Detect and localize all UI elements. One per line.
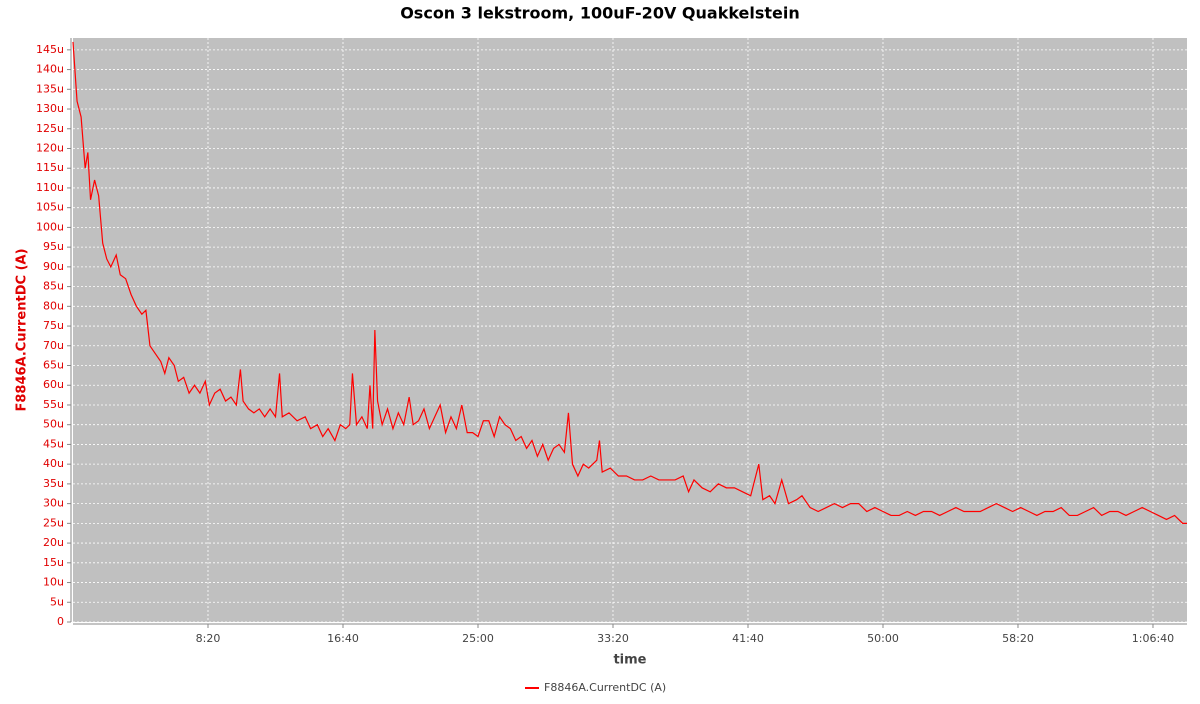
y-tick-label: 90u [43, 260, 64, 273]
plot-background [73, 38, 1187, 622]
y-tick-label: 55u [43, 398, 64, 411]
x-tick-label: 41:40 [732, 632, 764, 645]
y-tick-label: 100u [36, 220, 64, 233]
y-tick-label: 40u [43, 457, 64, 470]
y-tick-label: 5u [50, 595, 64, 608]
x-axis-label: time [613, 653, 646, 668]
y-tick-label: 110u [36, 181, 64, 194]
x-tick-label: 8:20 [196, 632, 221, 645]
x-tick-label: 1:06:40 [1132, 632, 1174, 645]
y-tick-label: 140u [36, 63, 64, 76]
y-tick-label: 30u [43, 497, 64, 510]
y-tick-label: 135u [36, 82, 64, 95]
data-line [72, 41, 1187, 524]
x-tick-label: 50:00 [867, 632, 899, 645]
y-tick-label: 65u [43, 359, 64, 372]
y-tick-label: 115u [36, 161, 64, 174]
y-tick-label: 25u [43, 516, 64, 529]
y-tick-label: 105u [36, 201, 64, 214]
y-tick-label: 125u [36, 122, 64, 135]
y-tick-label: 15u [43, 556, 64, 569]
y-tick-label: 60u [43, 378, 64, 391]
x-tick-label: 25:00 [462, 632, 494, 645]
x-tick-label: 33:20 [597, 632, 629, 645]
y-tick-label: 50u [43, 418, 64, 431]
x-tick-label: 58:20 [1002, 632, 1034, 645]
chart-title: Oscon 3 lekstroom, 100uF-20V Quakkelstei… [400, 4, 800, 23]
y-tick-label: 95u [43, 240, 64, 253]
y-tick-label: 70u [43, 339, 64, 352]
y-tick-label: 20u [43, 536, 64, 549]
y-tick-label: 85u [43, 280, 64, 293]
y-tick-label: 0 [57, 615, 64, 628]
y-axis-label: F8846A.CurrentDC (A) [15, 248, 30, 411]
y-tick-label: 145u [36, 43, 64, 56]
legend-label: F8846A.CurrentDC (A) [544, 681, 666, 694]
y-tick-label: 75u [43, 319, 64, 332]
y-tick-label: 130u [36, 102, 64, 115]
x-tick-label: 16:40 [327, 632, 359, 645]
y-tick-label: 45u [43, 437, 64, 450]
y-tick-label: 35u [43, 477, 64, 490]
y-tick-label: 120u [36, 141, 64, 154]
y-tick-label: 80u [43, 299, 64, 312]
y-tick-label: 10u [43, 576, 64, 589]
